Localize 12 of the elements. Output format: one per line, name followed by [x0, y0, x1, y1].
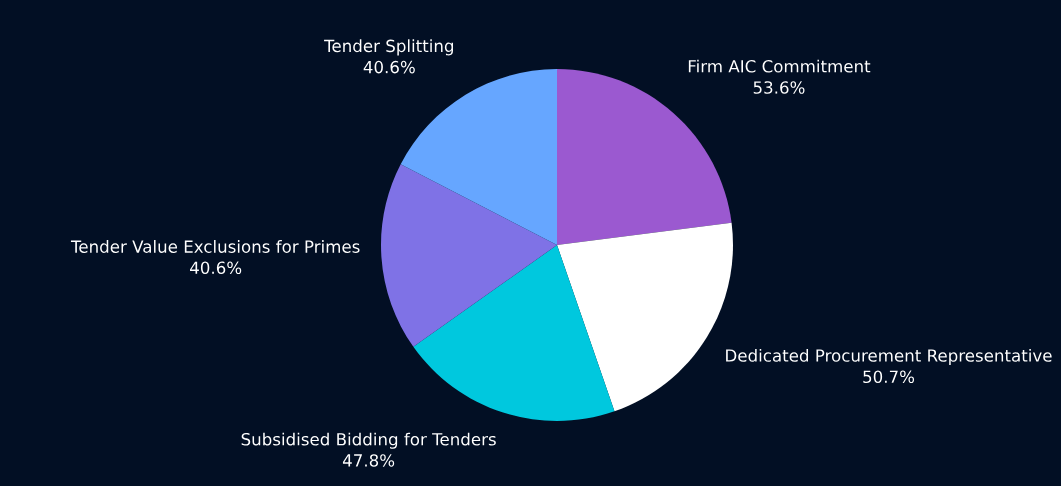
- data-label: 50.7%: [863, 370, 915, 384]
- slice-label: Subsidised Bidding for Tenders: [241, 432, 496, 449]
- data-label: 40.6%: [363, 60, 415, 74]
- data-label: 40.6%: [190, 261, 242, 275]
- pie-slice: [381, 164, 557, 347]
- data-label: 53.6%: [753, 81, 805, 94]
- slice-label: Tender Value Exclusions for Primes: [70, 240, 360, 253]
- slice-label: Dedicated Procurement Representative: [726, 348, 1052, 366]
- slice-label: Tender Splitting: [324, 39, 454, 56]
- slice-label: Firm AIC Commitment: [688, 59, 871, 73]
- data-label: 47.8%: [342, 454, 395, 467]
- pie-slice: [413, 245, 615, 421]
